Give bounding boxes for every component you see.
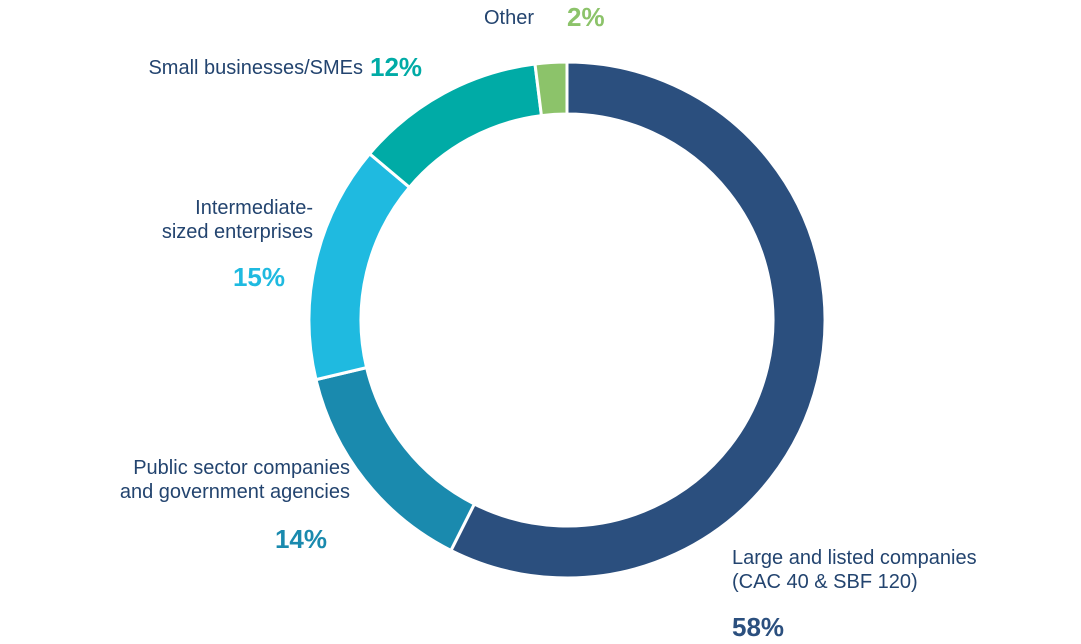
slice-label: Public sector companies and government a… (119, 457, 350, 503)
donut-slice (533, 60, 569, 118)
donut-slice (367, 62, 544, 190)
slice-label: Intermediate- sized enterprises (161, 197, 313, 243)
value-label: 58% (732, 612, 785, 642)
donut-slice (307, 151, 412, 382)
value-label: 15% (232, 262, 285, 292)
slice-label: Other (484, 7, 535, 29)
slice-label: Small businesses/SMEs (148, 57, 363, 79)
donut-slice (448, 60, 827, 580)
slice-label: Large and listed companies (CAC 40 & SBF… (732, 547, 977, 593)
value-label: 14% (274, 524, 327, 554)
value-label: 12% (370, 52, 423, 82)
value-label: 2% (567, 2, 605, 32)
